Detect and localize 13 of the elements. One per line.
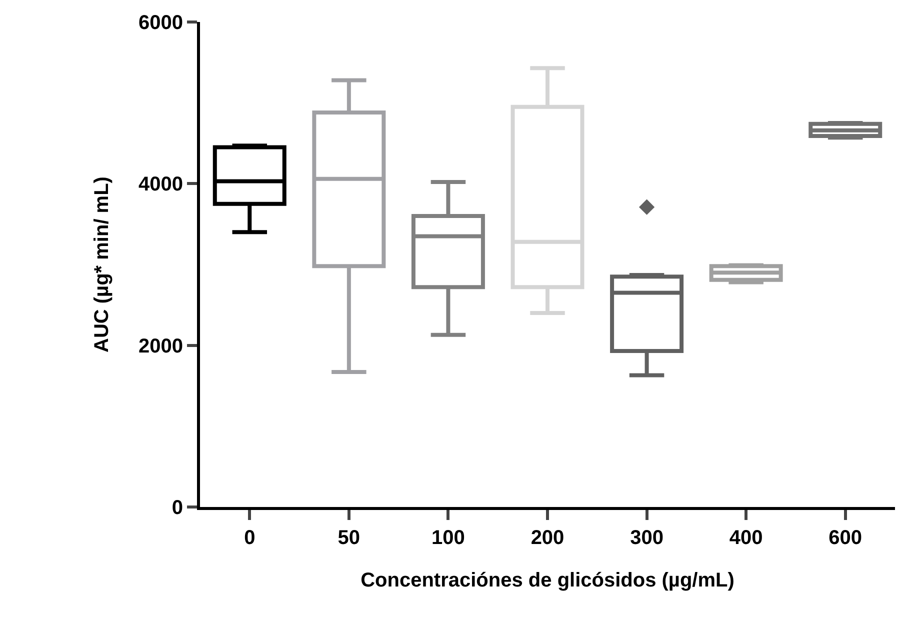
x-axis-title: Concentraciónes de glicósidos (µg/mL) <box>360 570 734 592</box>
x-tick-label: 50 <box>338 527 360 549</box>
y-axis-title: AUC (µg* min/ mL) <box>91 176 113 352</box>
x-tick-label: 0 <box>244 527 256 549</box>
x-tick-label: 600 <box>828 527 862 549</box>
x-tick-label: 400 <box>729 527 763 549</box>
y-tick-label: 6000 <box>138 12 183 34</box>
x-tick-label: 300 <box>630 527 664 549</box>
y-tick-label: 4000 <box>138 174 183 196</box>
y-tick-label: 2000 <box>138 335 183 358</box>
y-tick-label: 0 <box>172 497 183 519</box>
x-tick-label: 100 <box>432 527 465 549</box>
x-tick-label: 200 <box>530 527 564 549</box>
